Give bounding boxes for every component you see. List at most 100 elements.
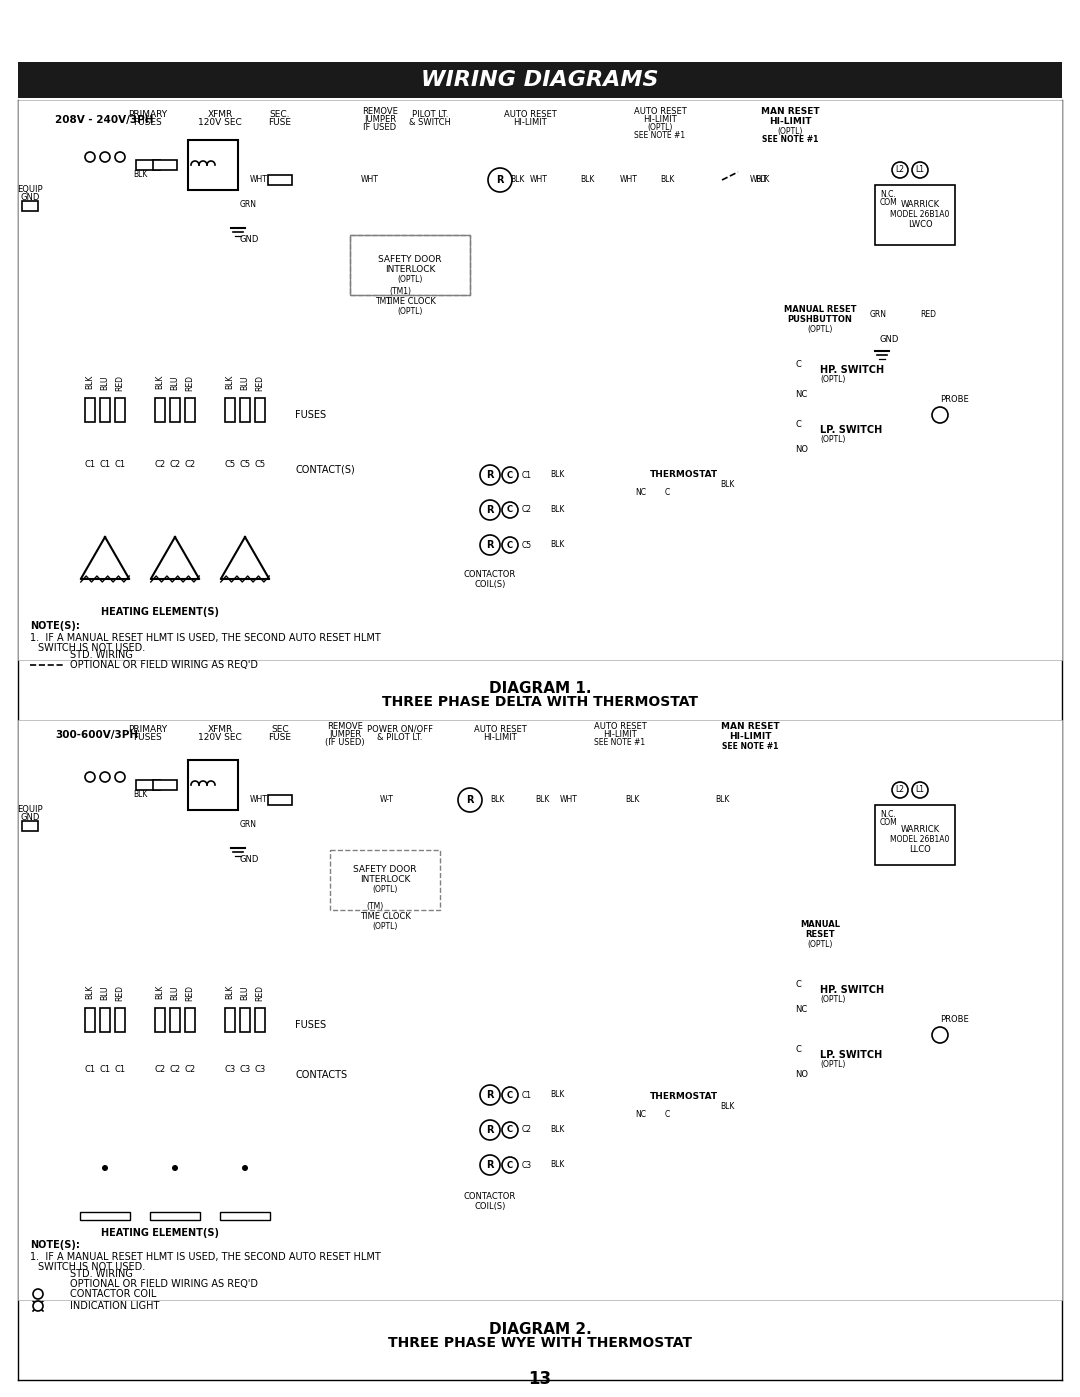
Bar <box>136 780 160 789</box>
Text: COIL(S): COIL(S) <box>474 580 505 590</box>
Text: C1: C1 <box>114 1065 125 1074</box>
Text: NO: NO <box>795 446 808 454</box>
Text: WHT: WHT <box>249 795 268 805</box>
Text: W-T: W-T <box>380 795 394 805</box>
Text: BLU: BLU <box>241 985 249 999</box>
Text: (OPTL): (OPTL) <box>808 326 833 334</box>
Text: SEE NOTE #1: SEE NOTE #1 <box>721 742 779 752</box>
Text: BLK: BLK <box>133 170 147 179</box>
Text: AUTO RESET: AUTO RESET <box>594 722 646 731</box>
Text: (IF USED): (IF USED) <box>325 738 365 747</box>
Text: FUSE: FUSE <box>269 117 292 127</box>
Text: THERMOSTAT: THERMOSTAT <box>650 1092 718 1101</box>
Bar <box>225 1009 235 1032</box>
Text: PILOT LT.: PILOT LT. <box>411 110 448 119</box>
Bar <box>350 235 470 295</box>
Text: C5: C5 <box>225 460 235 469</box>
Bar <box>22 821 38 831</box>
Text: C: C <box>507 506 513 514</box>
Text: C: C <box>665 488 671 497</box>
Bar <box>268 795 292 805</box>
Text: RED: RED <box>256 374 265 391</box>
Bar <box>170 1009 180 1032</box>
Circle shape <box>502 1122 518 1139</box>
Text: BLU: BLU <box>241 374 249 390</box>
Text: C1: C1 <box>114 460 125 469</box>
Text: THREE PHASE DELTA WITH THERMOSTAT: THREE PHASE DELTA WITH THERMOSTAT <box>382 694 698 710</box>
Bar <box>875 805 955 865</box>
Bar <box>150 1213 200 1220</box>
Text: PRIMARY: PRIMARY <box>129 725 167 733</box>
Circle shape <box>892 782 908 798</box>
Text: GND: GND <box>21 813 40 821</box>
Text: C3: C3 <box>240 1065 251 1074</box>
Text: CONTACTOR COIL: CONTACTOR COIL <box>70 1289 157 1299</box>
Text: XFMR: XFMR <box>207 725 232 733</box>
Text: REMOVE: REMOVE <box>327 722 363 731</box>
Text: BLK: BLK <box>85 374 95 390</box>
Text: R: R <box>486 1160 494 1171</box>
Text: LWCO: LWCO <box>907 219 932 229</box>
Text: SWITCH IS NOT USED.: SWITCH IS NOT USED. <box>38 1261 145 1273</box>
Text: C: C <box>665 1111 671 1119</box>
Bar <box>170 398 180 422</box>
Circle shape <box>85 773 95 782</box>
Text: 1.  IF A MANUAL RESET HLMT IS USED, THE SECOND AUTO RESET HLMT: 1. IF A MANUAL RESET HLMT IS USED, THE S… <box>30 1252 381 1261</box>
Text: C2: C2 <box>522 1126 532 1134</box>
Text: SEC.: SEC. <box>270 110 291 119</box>
Circle shape <box>100 152 110 162</box>
Text: R: R <box>486 1125 494 1134</box>
Bar <box>255 1009 265 1032</box>
Text: INDICATION LIGHT: INDICATION LIGHT <box>70 1301 160 1310</box>
Text: JUMPER: JUMPER <box>329 731 361 739</box>
Text: SEE NOTE #1: SEE NOTE #1 <box>594 738 646 747</box>
Text: BLK: BLK <box>535 795 550 805</box>
Text: HI-LIMIT: HI-LIMIT <box>513 117 546 127</box>
Text: BLU: BLU <box>100 374 109 390</box>
Text: 300-600V/3PH: 300-600V/3PH <box>55 731 138 740</box>
Bar <box>85 1009 95 1032</box>
Bar <box>156 398 165 422</box>
Text: 208V - 240V/3PH: 208V - 240V/3PH <box>55 115 153 124</box>
Text: TIME CLOCK: TIME CLOCK <box>384 298 435 306</box>
Text: INTERLOCK: INTERLOCK <box>384 265 435 274</box>
Circle shape <box>488 168 512 191</box>
Text: HEATING ELEMENT(S): HEATING ELEMENT(S) <box>102 608 219 617</box>
Text: AUTO RESET: AUTO RESET <box>474 725 526 733</box>
Text: PUSHBUTTON: PUSHBUTTON <box>787 314 852 324</box>
Circle shape <box>102 1165 108 1171</box>
Bar <box>136 161 160 170</box>
Text: (OPTL): (OPTL) <box>373 922 397 930</box>
Circle shape <box>932 407 948 423</box>
Text: MODEL 26B1A0: MODEL 26B1A0 <box>890 210 949 219</box>
Text: IF USED: IF USED <box>364 123 396 131</box>
Text: L2: L2 <box>895 785 905 795</box>
Text: (OPTL): (OPTL) <box>820 374 846 384</box>
Text: BLK: BLK <box>226 374 234 390</box>
Text: NC: NC <box>795 1004 807 1014</box>
Text: OPTIONAL OR FIELD WIRING AS REQ'D: OPTIONAL OR FIELD WIRING AS REQ'D <box>70 1280 258 1289</box>
Bar <box>100 398 110 422</box>
Text: R: R <box>486 541 494 550</box>
Text: C: C <box>507 541 513 549</box>
Text: THREE PHASE WYE WITH THERMOSTAT: THREE PHASE WYE WITH THERMOSTAT <box>388 1336 692 1350</box>
Text: C3: C3 <box>225 1065 235 1074</box>
Text: 120V SEC: 120V SEC <box>198 733 242 742</box>
Text: BLU: BLU <box>171 985 179 999</box>
Text: PROBE: PROBE <box>940 1016 969 1024</box>
Text: MODEL 26B1A0: MODEL 26B1A0 <box>890 835 949 844</box>
Text: RED: RED <box>116 374 124 391</box>
Text: (OPTL): (OPTL) <box>820 1060 846 1069</box>
Text: R: R <box>496 175 503 184</box>
Text: (OPTL): (OPTL) <box>373 886 397 894</box>
Text: POWER ON/OFF: POWER ON/OFF <box>367 725 433 733</box>
Text: RED: RED <box>186 985 194 1002</box>
Text: R: R <box>486 1090 494 1099</box>
Text: SEE NOTE #1: SEE NOTE #1 <box>634 131 686 140</box>
Text: FUSES: FUSES <box>134 117 162 127</box>
Text: OPTIONAL OR FIELD WIRING AS REQ'D: OPTIONAL OR FIELD WIRING AS REQ'D <box>70 659 258 671</box>
Text: (OPTL): (OPTL) <box>808 940 833 949</box>
Text: PRIMARY: PRIMARY <box>129 110 167 119</box>
Text: C1: C1 <box>522 471 532 479</box>
Circle shape <box>502 502 518 518</box>
